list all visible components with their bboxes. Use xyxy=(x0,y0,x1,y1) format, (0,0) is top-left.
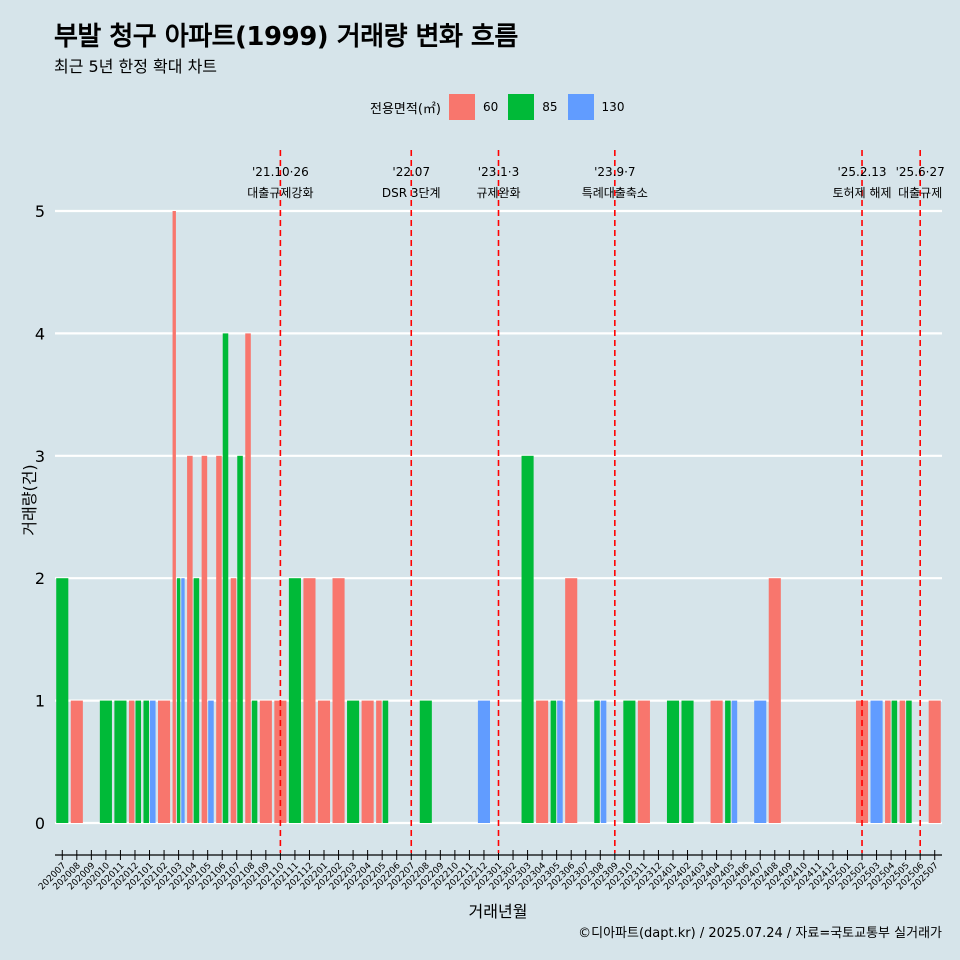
legend-label-85: 85 xyxy=(542,100,558,114)
legend-item-85: 85 xyxy=(508,94,558,120)
bar-60-202504 xyxy=(885,700,891,823)
bar-130-202407 xyxy=(754,700,767,823)
bar-85-202310 xyxy=(623,700,636,823)
bar-60-202109 xyxy=(259,700,272,823)
x-axis-label: 거래년월 xyxy=(468,902,528,921)
bar-60-202107 xyxy=(230,578,237,823)
bar-85-202111 xyxy=(288,578,301,823)
bar-60-202202 xyxy=(332,578,345,823)
legend-swatch-85 xyxy=(508,94,535,120)
y-tick-label: 2 xyxy=(35,569,45,588)
y-tick-label: 0 xyxy=(35,814,45,833)
bar-60-202505 xyxy=(899,700,906,823)
bar-60-202304 xyxy=(536,700,549,823)
legend-title: 전용면적(㎡) xyxy=(370,101,441,117)
annotation-label: 대출규제 xyxy=(898,186,942,200)
legend: 전용면적(㎡) 60 85 130 xyxy=(370,94,634,120)
bar-60-202112 xyxy=(303,578,316,823)
bar-60-202103 xyxy=(172,211,176,823)
bar-60-202205 xyxy=(376,700,382,823)
annotation-date: '25.2.13 xyxy=(837,165,886,179)
legend-label-130: 130 xyxy=(601,100,625,114)
annotation-date: '23.9·7 xyxy=(594,165,635,179)
bar-85-202303 xyxy=(521,455,534,823)
bar-85-202405 xyxy=(725,700,731,823)
bar-85-202104 xyxy=(193,578,200,823)
bar-85-202308 xyxy=(594,700,600,823)
bar-60-202108 xyxy=(245,333,251,823)
bar-85-202106 xyxy=(222,333,229,823)
legend-label-60: 60 xyxy=(482,100,499,114)
bar-85-202208 xyxy=(419,700,432,823)
bar-60-202102 xyxy=(158,700,171,823)
y-axis-label: 거래량(건) xyxy=(20,464,39,536)
annotation-label: 대출규제강화 xyxy=(247,186,313,200)
annotation-date: '23.1·3 xyxy=(478,165,519,179)
y-tick-label: 4 xyxy=(35,324,45,343)
bar-60-202008 xyxy=(70,700,83,823)
source-caption: ©디아파트(dapt.kr) / 2025.07.24 / 자료=국토교통부 실… xyxy=(578,926,942,941)
bar-85-202010 xyxy=(99,700,112,823)
bar-85-202012 xyxy=(135,700,142,823)
legend-swatch-60 xyxy=(448,94,475,120)
bar-60-202408 xyxy=(768,578,781,823)
chart-subtitle: 최근 5년 한정 확대 차트 xyxy=(54,57,218,76)
bar-60-202105 xyxy=(201,455,208,823)
legend-swatch-130 xyxy=(567,94,594,120)
annotation-label: 토허제 해제 xyxy=(833,186,892,200)
bar-85-202401 xyxy=(666,700,680,823)
annotation-date: '22.07 xyxy=(392,165,430,179)
legend-item-60: 60 xyxy=(448,94,499,120)
bar-85-202205 xyxy=(382,700,389,823)
bar-130-202212 xyxy=(477,700,491,823)
bar-130-202405 xyxy=(731,700,738,823)
bar-130-202103 xyxy=(181,578,185,823)
annotation-date: '21.10·26 xyxy=(252,165,309,179)
y-tick-label: 5 xyxy=(35,202,45,221)
bar-60-202507 xyxy=(928,700,941,823)
bar-60-202106 xyxy=(216,455,222,823)
legend-item-130: 130 xyxy=(567,94,625,120)
bar-130-202105 xyxy=(208,700,214,823)
annotation-date: '25.6·27 xyxy=(896,165,945,179)
bar-85-202504 xyxy=(891,700,898,823)
bar-60-202404 xyxy=(710,700,723,823)
bar-60-202311 xyxy=(637,700,650,823)
bar-85-202203 xyxy=(347,700,360,823)
bar-85-202103 xyxy=(176,578,181,823)
bar-60-202204 xyxy=(361,700,374,823)
annotation-label: DSR 3단계 xyxy=(382,186,441,200)
bar-85-202007 xyxy=(56,578,69,823)
bar-85-202305 xyxy=(550,700,557,823)
bar-85-202505 xyxy=(906,700,912,823)
y-tick-label: 1 xyxy=(35,692,45,711)
bar-60-202306 xyxy=(565,578,578,823)
bar-85-202107 xyxy=(237,455,243,823)
bar-130-202503 xyxy=(870,700,883,823)
bar-85-202011 xyxy=(114,700,127,823)
annotation-label: 특례대출축소 xyxy=(582,186,648,200)
bar-130-202101 xyxy=(150,700,156,823)
y-tick-label: 3 xyxy=(35,447,45,466)
bar-85-202402 xyxy=(681,700,694,823)
annotation-label: 규제완화 xyxy=(476,186,520,200)
bar-130-202305 xyxy=(557,700,563,823)
chart-title: 부발 청구 아파트(1999) 거래량 변화 흐름 xyxy=(54,22,518,52)
bar-60-202201 xyxy=(317,700,331,823)
bar-60-202104 xyxy=(187,455,193,823)
bar-60-202012 xyxy=(128,700,135,823)
bar-130-202308 xyxy=(600,700,607,823)
bar-85-202101 xyxy=(143,700,150,823)
bar-85-202108 xyxy=(251,700,258,823)
